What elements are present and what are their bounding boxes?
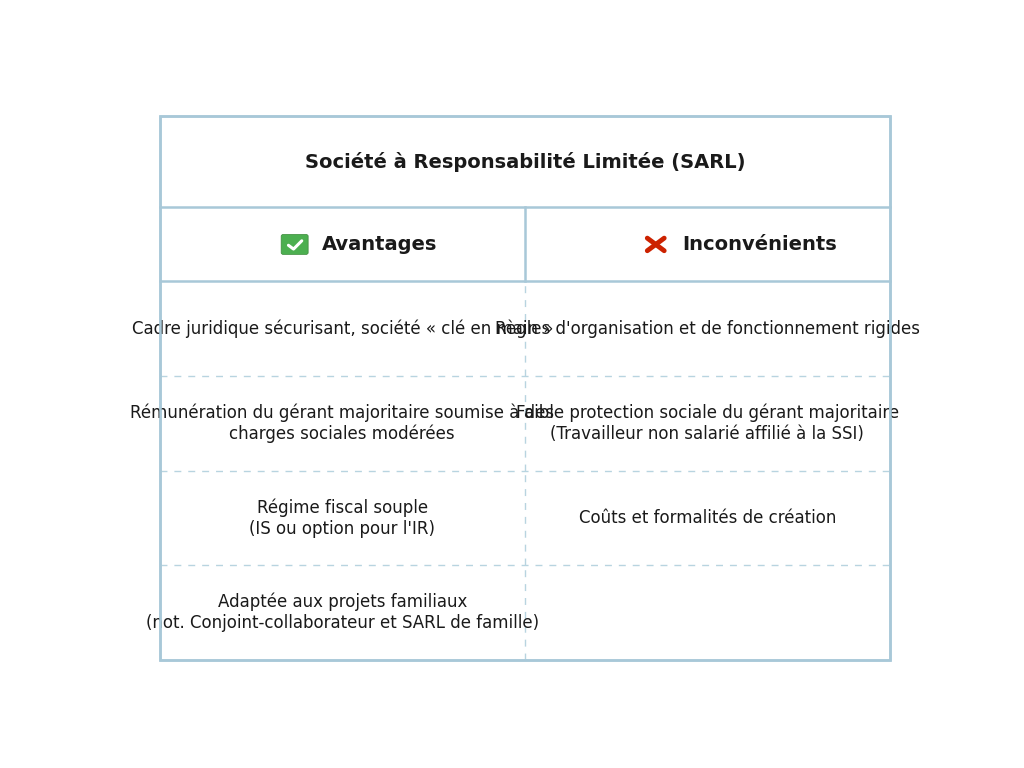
Text: Adaptée aux projets familiaux
(not. Conjoint-collaborateur et SARL de famille): Adaptée aux projets familiaux (not. Conj… (145, 593, 539, 632)
Text: Société à Responsabilité Limitée (SARL): Société à Responsabilité Limitée (SARL) (304, 151, 745, 171)
FancyBboxPatch shape (282, 234, 308, 254)
Text: Inconvénients: Inconvénients (683, 235, 838, 254)
Text: Règles d'organisation et de fonctionnement rigides: Règles d'organisation et de fonctionneme… (495, 319, 920, 338)
Text: Rémunération du gérant majoritaire soumise à des
charges sociales modérées: Rémunération du gérant majoritaire soumi… (130, 403, 554, 443)
Text: Coûts et formalités de création: Coûts et formalités de création (579, 509, 836, 527)
Text: Cadre juridique sécurisant, société « clé en main »: Cadre juridique sécurisant, société « cl… (131, 319, 553, 338)
Text: Régime fiscal souple
(IS ou option pour l'IR): Régime fiscal souple (IS ou option pour … (249, 498, 435, 538)
Text: Avantages: Avantages (322, 235, 437, 254)
Text: Faible protection sociale du gérant majoritaire
(Travailleur non salarié affilié: Faible protection sociale du gérant majo… (516, 404, 899, 443)
